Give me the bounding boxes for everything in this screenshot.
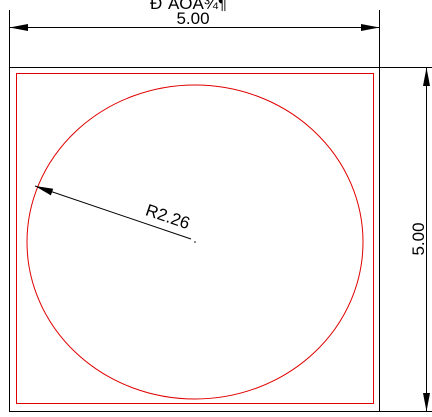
width-dimension-label: 5.00 bbox=[176, 9, 209, 28]
drawing-title-fragment: Ð´ÃÖÃ¾¶ bbox=[150, 0, 227, 13]
height-dimension-label: 5.00 bbox=[409, 222, 428, 255]
width-arrow-right bbox=[361, 24, 380, 31]
width-dimension: 5.00 bbox=[9, 9, 380, 67]
radius-dimension: R2.26 bbox=[34, 185, 192, 240]
height-dimension: 5.00 bbox=[379, 67, 432, 412]
height-arrow-bottom bbox=[423, 393, 430, 412]
inner-square bbox=[16, 73, 374, 404]
radius-dimension-label: R2.26 bbox=[143, 200, 192, 233]
height-arrow-top bbox=[423, 67, 430, 86]
outer-square bbox=[9, 67, 380, 412]
width-arrow-left bbox=[9, 24, 28, 31]
circle-center-mark bbox=[194, 241, 196, 243]
radius-arrow bbox=[35, 186, 54, 196]
radius-leader-line bbox=[34, 185, 192, 240]
circle-geometry bbox=[26, 84, 364, 400]
